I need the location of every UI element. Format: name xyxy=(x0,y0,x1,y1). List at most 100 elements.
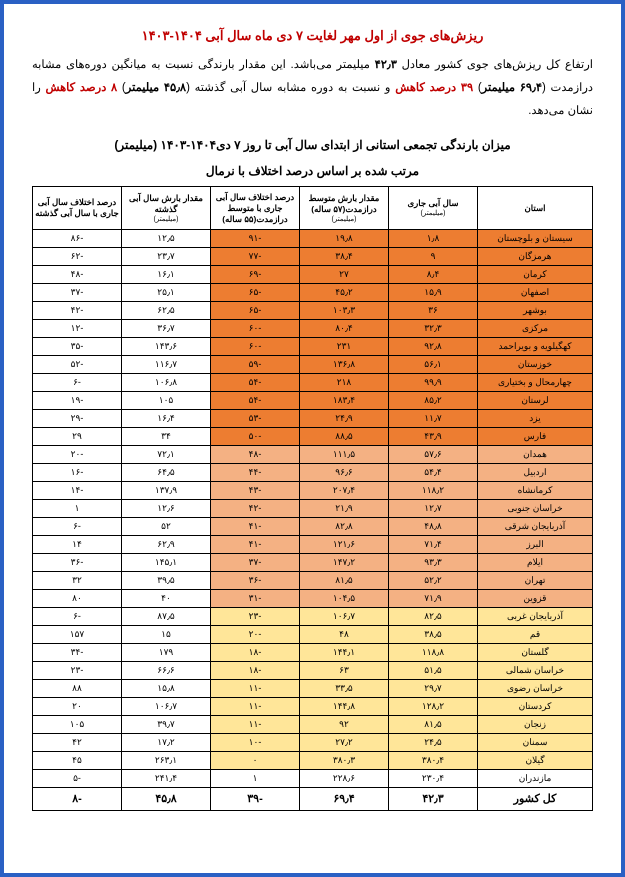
cell: ۱ xyxy=(33,500,122,518)
cell: -۶ xyxy=(33,518,122,536)
table-row: قزوین۷۱٫۹۱۰۴٫۵-۳۱۴۰۸۰ xyxy=(33,590,593,608)
cell: ۱۰۶٫۷ xyxy=(300,608,389,626)
cell: ۱ xyxy=(211,770,300,788)
cell: همدان xyxy=(478,446,593,464)
cell: ۱۲۱٫۶ xyxy=(300,536,389,554)
table-body: سیستان و بلوچستان۱٫۸۱۹٫۸-۹۱۱۲٫۵-۸۶هرمزگا… xyxy=(33,230,593,811)
cell: ۶۲٫۵ xyxy=(122,302,211,320)
cell: ۸٫۴ xyxy=(389,266,478,284)
table-row: یزد۱۱٫۷۲۴٫۹-۵۳۱۶٫۴-۲۹ xyxy=(33,410,593,428)
cell: ۷۱٫۹ xyxy=(389,590,478,608)
cell: -۳۷ xyxy=(211,554,300,572)
col-header: سال آبی جاری(میلیمتر) xyxy=(389,187,478,230)
cell: -۶۹ xyxy=(211,266,300,284)
cell: -۱۱ xyxy=(211,698,300,716)
cell: ۸۸٫۵ xyxy=(300,428,389,446)
cell: ۹۹٫۹ xyxy=(389,374,478,392)
cell: ۲۴۱٫۴ xyxy=(122,770,211,788)
table-row: سمنان۲۴٫۵۲۷٫۲-۱۰۱۷٫۲۴۲ xyxy=(33,734,593,752)
cell: ۹۶٫۶ xyxy=(300,464,389,482)
cell: ۲۷٫۲ xyxy=(300,734,389,752)
total-cell: ۴۵٫۸ xyxy=(122,788,211,811)
cell: اردبیل xyxy=(478,464,593,482)
cell: ۱۴۴٫۸ xyxy=(300,698,389,716)
table-row: مرکزی۳۲٫۳۸۰٫۴-۶۰۳۶٫۷-۱۲ xyxy=(33,320,593,338)
cell: ۱۴۷٫۲ xyxy=(300,554,389,572)
cell: کهگیلویه و بویراحمد xyxy=(478,338,593,356)
cell: -۱۲ xyxy=(33,320,122,338)
table-row: اصفهان۱۵٫۹۴۵٫۲-۶۵۲۵٫۱-۳۷ xyxy=(33,284,593,302)
intro-paragraph: ارتفاع کل ریزش‌های جوی کشور معادل ۴۲٫۳ م… xyxy=(32,54,593,123)
cell: ۳۸۰٫۳ xyxy=(300,752,389,770)
cell: ۱۴۳٫۶ xyxy=(122,338,211,356)
cell: -۱۴ xyxy=(33,482,122,500)
cell: ۱٫۸ xyxy=(389,230,478,248)
table-row: مازندران۲۳۰٫۴۲۲۸٫۶۱۲۴۱٫۴-۵ xyxy=(33,770,593,788)
cell: ۲۹٫۷ xyxy=(389,680,478,698)
table-row: آذربایجان غربی۸۲٫۵۱۰۶٫۷-۲۳۸۷٫۵-۶ xyxy=(33,608,593,626)
cell: لرستان xyxy=(478,392,593,410)
table-header-row: استانسال آبی جاری(میلیمتر)مقدار بارش متو… xyxy=(33,187,593,230)
cell: -۱۸ xyxy=(211,662,300,680)
cell: -۶ xyxy=(33,374,122,392)
cell: خراسان جنوبی xyxy=(478,500,593,518)
cell: کرمان xyxy=(478,266,593,284)
cell: ۲۶۳٫۱ xyxy=(122,752,211,770)
cell: ۲۵٫۱ xyxy=(122,284,211,302)
cell: -۴۸ xyxy=(211,446,300,464)
cell: ۳۶٫۷ xyxy=(122,320,211,338)
table-row: خراسان رضوی۲۹٫۷۳۳٫۵-۱۱۱۵٫۸۸۸ xyxy=(33,680,593,698)
cell: -۶۲ xyxy=(33,248,122,266)
cell: ۸۰٫۴ xyxy=(300,320,389,338)
cell: مرکزی xyxy=(478,320,593,338)
cell: ۴۵٫۲ xyxy=(300,284,389,302)
cell: -۱۶ xyxy=(33,464,122,482)
cell: اصفهان xyxy=(478,284,593,302)
cell: فارس xyxy=(478,428,593,446)
cell: ایلام xyxy=(478,554,593,572)
cell: زنجان xyxy=(478,716,593,734)
cell: ۱۴۴٫۱ xyxy=(300,644,389,662)
table-row: البرز۷۱٫۴۱۲۱٫۶-۴۱۶۲٫۹۱۴ xyxy=(33,536,593,554)
cell: ۹۲٫۸ xyxy=(389,338,478,356)
cell: ۸۲٫۵ xyxy=(389,608,478,626)
cell: ۱۷۹ xyxy=(122,644,211,662)
cell: ۱۲٫۵ xyxy=(122,230,211,248)
col-header: مقدار بارش متوسط درازمدت(۵۷ ساله)(میلیمت… xyxy=(300,187,389,230)
cell: ۳۳٫۵ xyxy=(300,680,389,698)
table-row: فارس۴۳٫۹۸۸٫۵-۵۰۳۴۲۹ xyxy=(33,428,593,446)
cell: ۵۲ xyxy=(122,518,211,536)
table-row: کردستان۱۲۸٫۲۱۴۴٫۸-۱۱۱۰۶٫۷۲۰ xyxy=(33,698,593,716)
cell: ۱۵۷ xyxy=(33,626,122,644)
cell: ۳۸٫۵ xyxy=(389,626,478,644)
cell: ۱۱۶٫۷ xyxy=(122,356,211,374)
cell: ۵۷٫۶ xyxy=(389,446,478,464)
cell: -۵۲ xyxy=(33,356,122,374)
cell: -۷۷ xyxy=(211,248,300,266)
cell: -۴۸ xyxy=(33,266,122,284)
cell: ۵۱٫۵ xyxy=(389,662,478,680)
cell: گیلان xyxy=(478,752,593,770)
cell: ۶۲٫۹ xyxy=(122,536,211,554)
cell: ۹ xyxy=(389,248,478,266)
cell: -۲۹ xyxy=(33,410,122,428)
cell: -۲۰ xyxy=(33,446,122,464)
table-row: اردبیل۵۴٫۴۹۶٫۶-۴۴۶۴٫۵-۱۶ xyxy=(33,464,593,482)
cell: -۲۰ xyxy=(211,626,300,644)
cell: ۳۸۰٫۴ xyxy=(389,752,478,770)
cell: -۱۰ xyxy=(211,734,300,752)
table-row: سیستان و بلوچستان۱٫۸۱۹٫۸-۹۱۱۲٫۵-۸۶ xyxy=(33,230,593,248)
cell: سمنان xyxy=(478,734,593,752)
table-row: کرمان۸٫۴۲۷-۶۹۱۶٫۱-۴۸ xyxy=(33,266,593,284)
cell: ۲۲۸٫۶ xyxy=(300,770,389,788)
cell: ۳۹٫۷ xyxy=(122,716,211,734)
cell: چهارمحال و بختیاری xyxy=(478,374,593,392)
cell: -۴۲ xyxy=(211,500,300,518)
cell: ۲۳۱ xyxy=(300,338,389,356)
table-row: تهران۵۲٫۲۸۱٫۵-۳۶۳۹٫۵۳۲ xyxy=(33,572,593,590)
cell: ۱۱٫۷ xyxy=(389,410,478,428)
cell: -۳۶ xyxy=(33,554,122,572)
cell: -۵۴ xyxy=(211,392,300,410)
cell: ۹۳٫۳ xyxy=(389,554,478,572)
col-header: مقدار بارش سال آبی گذشته(میلیمتر) xyxy=(122,187,211,230)
